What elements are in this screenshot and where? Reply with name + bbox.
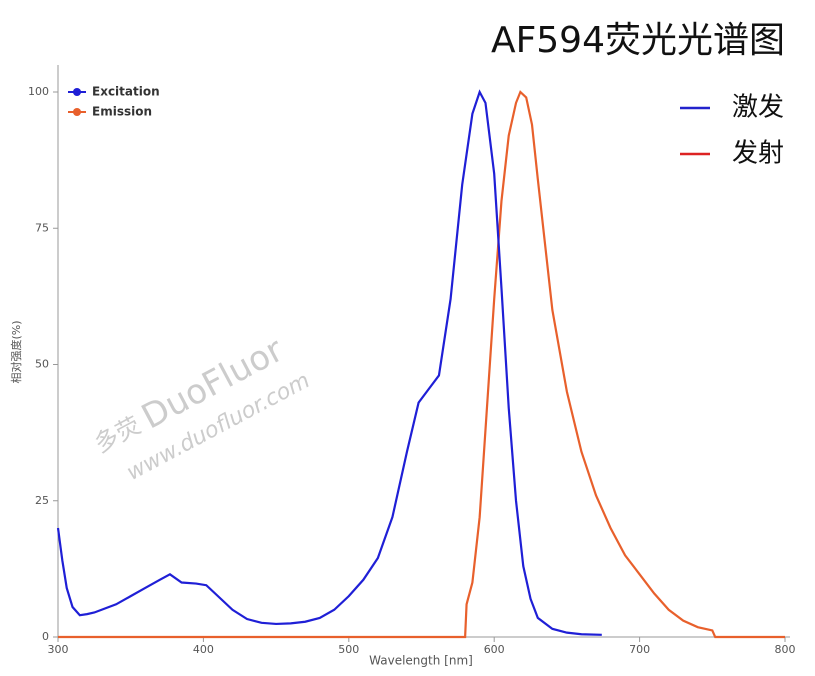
y-tick-label: 0	[42, 630, 49, 643]
legend2-label: 发射	[732, 139, 784, 169]
y-axis-label: 相对强度(%)	[9, 320, 23, 383]
x-tick-label: 300	[48, 643, 69, 656]
y-tick-label: 50	[35, 358, 49, 371]
y-tick-label: 25	[35, 494, 49, 507]
legend-marker	[73, 108, 81, 116]
legend-label: Excitation	[92, 85, 160, 99]
series-line	[56, 89, 602, 636]
x-axis-label: Wavelength [nm]	[369, 654, 473, 668]
series-line	[58, 90, 785, 639]
x-tick-label: 400	[193, 643, 214, 656]
x-tick-label: 800	[775, 643, 796, 656]
x-tick-label: 700	[629, 643, 650, 656]
legend-marker	[73, 88, 81, 96]
y-tick-label: 100	[28, 85, 49, 98]
legend-label: Emission	[92, 105, 152, 119]
x-tick-label: 600	[484, 643, 505, 656]
chart-title: AF594荧光光谱图	[491, 20, 785, 61]
watermark-logo: 多荧	[90, 411, 146, 458]
x-tick-label: 500	[338, 643, 359, 656]
legend2-label: 激发	[732, 93, 784, 123]
watermark: 多荧 DuoFluor www.duofluor.com	[90, 330, 314, 486]
y-tick-label: 75	[35, 221, 49, 234]
